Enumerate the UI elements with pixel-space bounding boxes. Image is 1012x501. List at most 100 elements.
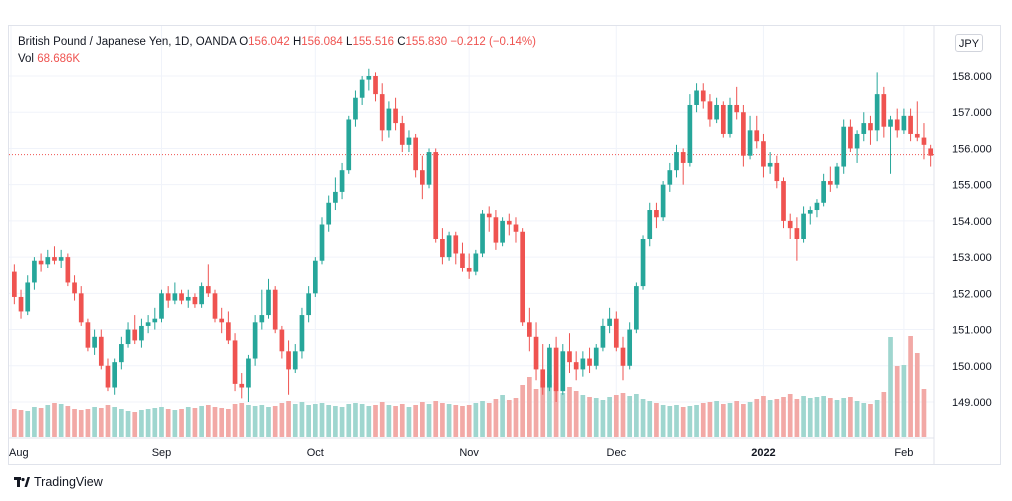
volume-bar — [473, 403, 479, 437]
volume-bar — [814, 397, 820, 437]
candle-body — [660, 184, 666, 218]
volume-bar — [480, 401, 485, 437]
candle-body — [600, 325, 606, 348]
candle-body — [827, 181, 833, 185]
time-tick-label: Sep — [152, 447, 172, 459]
volume-bar — [185, 407, 191, 437]
candle-body — [312, 260, 318, 294]
volume-bar — [25, 411, 31, 437]
price-tick-label: 153.000 — [952, 252, 992, 264]
volume-bar — [881, 392, 887, 437]
candle-body — [413, 137, 418, 171]
candle-body — [85, 322, 91, 348]
candle-body — [105, 365, 111, 388]
candle-body — [72, 282, 77, 294]
legend-close-value: 155.830 — [405, 36, 448, 48]
candle-body — [319, 224, 325, 261]
volume-bar — [139, 410, 144, 437]
candle-body — [65, 257, 71, 283]
volume-bar — [232, 404, 238, 437]
volume-bar — [98, 408, 104, 437]
volume-bar — [747, 402, 753, 437]
volume-bar — [520, 385, 526, 437]
candle-body — [92, 336, 97, 348]
candle-body — [560, 351, 566, 392]
legend-open-value: 156.042 — [248, 36, 290, 48]
candle-body — [433, 152, 439, 239]
volume-bar — [192, 408, 198, 437]
volume-bar — [914, 353, 920, 437]
candle-body — [674, 152, 679, 171]
volume-bar — [152, 408, 158, 437]
volume-bar — [493, 399, 499, 437]
volume-bar — [807, 398, 813, 437]
candle-body — [139, 325, 144, 341]
candle-body — [219, 318, 225, 323]
candle-body — [493, 217, 499, 243]
volume-bar — [359, 404, 365, 437]
volume-bar — [754, 399, 760, 437]
volume-bar — [533, 389, 539, 437]
volume-bar — [306, 405, 311, 437]
legend-volume-value: 68.686K — [37, 53, 81, 65]
candle-body — [306, 293, 311, 316]
candle-body — [781, 181, 786, 221]
volume-bar — [199, 406, 204, 437]
candle-body — [928, 148, 933, 156]
volume-bar — [292, 404, 298, 437]
volume-bar — [787, 394, 793, 437]
candle-body — [874, 94, 880, 131]
candle-body — [440, 239, 445, 258]
candle-body — [333, 191, 338, 203]
candle-body — [527, 322, 532, 337]
volume-bar — [339, 407, 345, 437]
candle-body — [747, 130, 753, 156]
volume-bar — [834, 400, 840, 437]
volume-bar — [272, 406, 278, 437]
volume-bar — [279, 403, 285, 437]
candle-body — [908, 115, 913, 134]
tradingview-brand[interactable]: TradingView — [14, 475, 103, 489]
candle-body — [567, 351, 572, 363]
candle-body — [841, 126, 847, 167]
volume-bar — [45, 405, 51, 437]
candle-body — [460, 253, 465, 268]
candle-body — [714, 104, 719, 120]
candle-body — [18, 296, 24, 312]
candle-body — [192, 296, 198, 305]
volume-bar — [506, 400, 512, 437]
volume-bar — [326, 405, 332, 437]
currency-button[interactable]: JPY — [955, 34, 983, 52]
volume-bar — [266, 407, 271, 437]
legend-volume-label: Vol — [18, 53, 34, 65]
legend-high-value: 156.084 — [301, 36, 343, 48]
candle-body — [159, 293, 164, 319]
candle-body — [761, 141, 766, 167]
candle-body — [339, 170, 345, 192]
candle-body — [854, 133, 860, 149]
price-tick-label: 154.000 — [952, 216, 992, 228]
volume-bar — [366, 406, 372, 437]
candle-body — [894, 119, 900, 131]
volume-bar — [373, 405, 378, 437]
candle-body — [152, 318, 158, 323]
volume-bar — [921, 389, 927, 437]
volume-bar — [119, 409, 124, 437]
legend-low-label: L — [346, 36, 353, 48]
candle-body — [901, 115, 907, 131]
volume-bar — [246, 405, 251, 437]
volume-bar — [674, 405, 679, 437]
candle-body — [406, 137, 412, 145]
volume-bar — [821, 396, 826, 437]
volume-bar — [567, 387, 572, 437]
volume-bar — [353, 403, 358, 437]
candle-body — [419, 170, 425, 185]
volume-bar — [767, 400, 773, 437]
candle-body — [346, 119, 352, 171]
volume-bar — [159, 407, 164, 437]
candle-body — [680, 152, 686, 163]
candle-body — [513, 224, 519, 232]
candle-body — [98, 336, 104, 366]
volume-bar — [593, 398, 599, 437]
